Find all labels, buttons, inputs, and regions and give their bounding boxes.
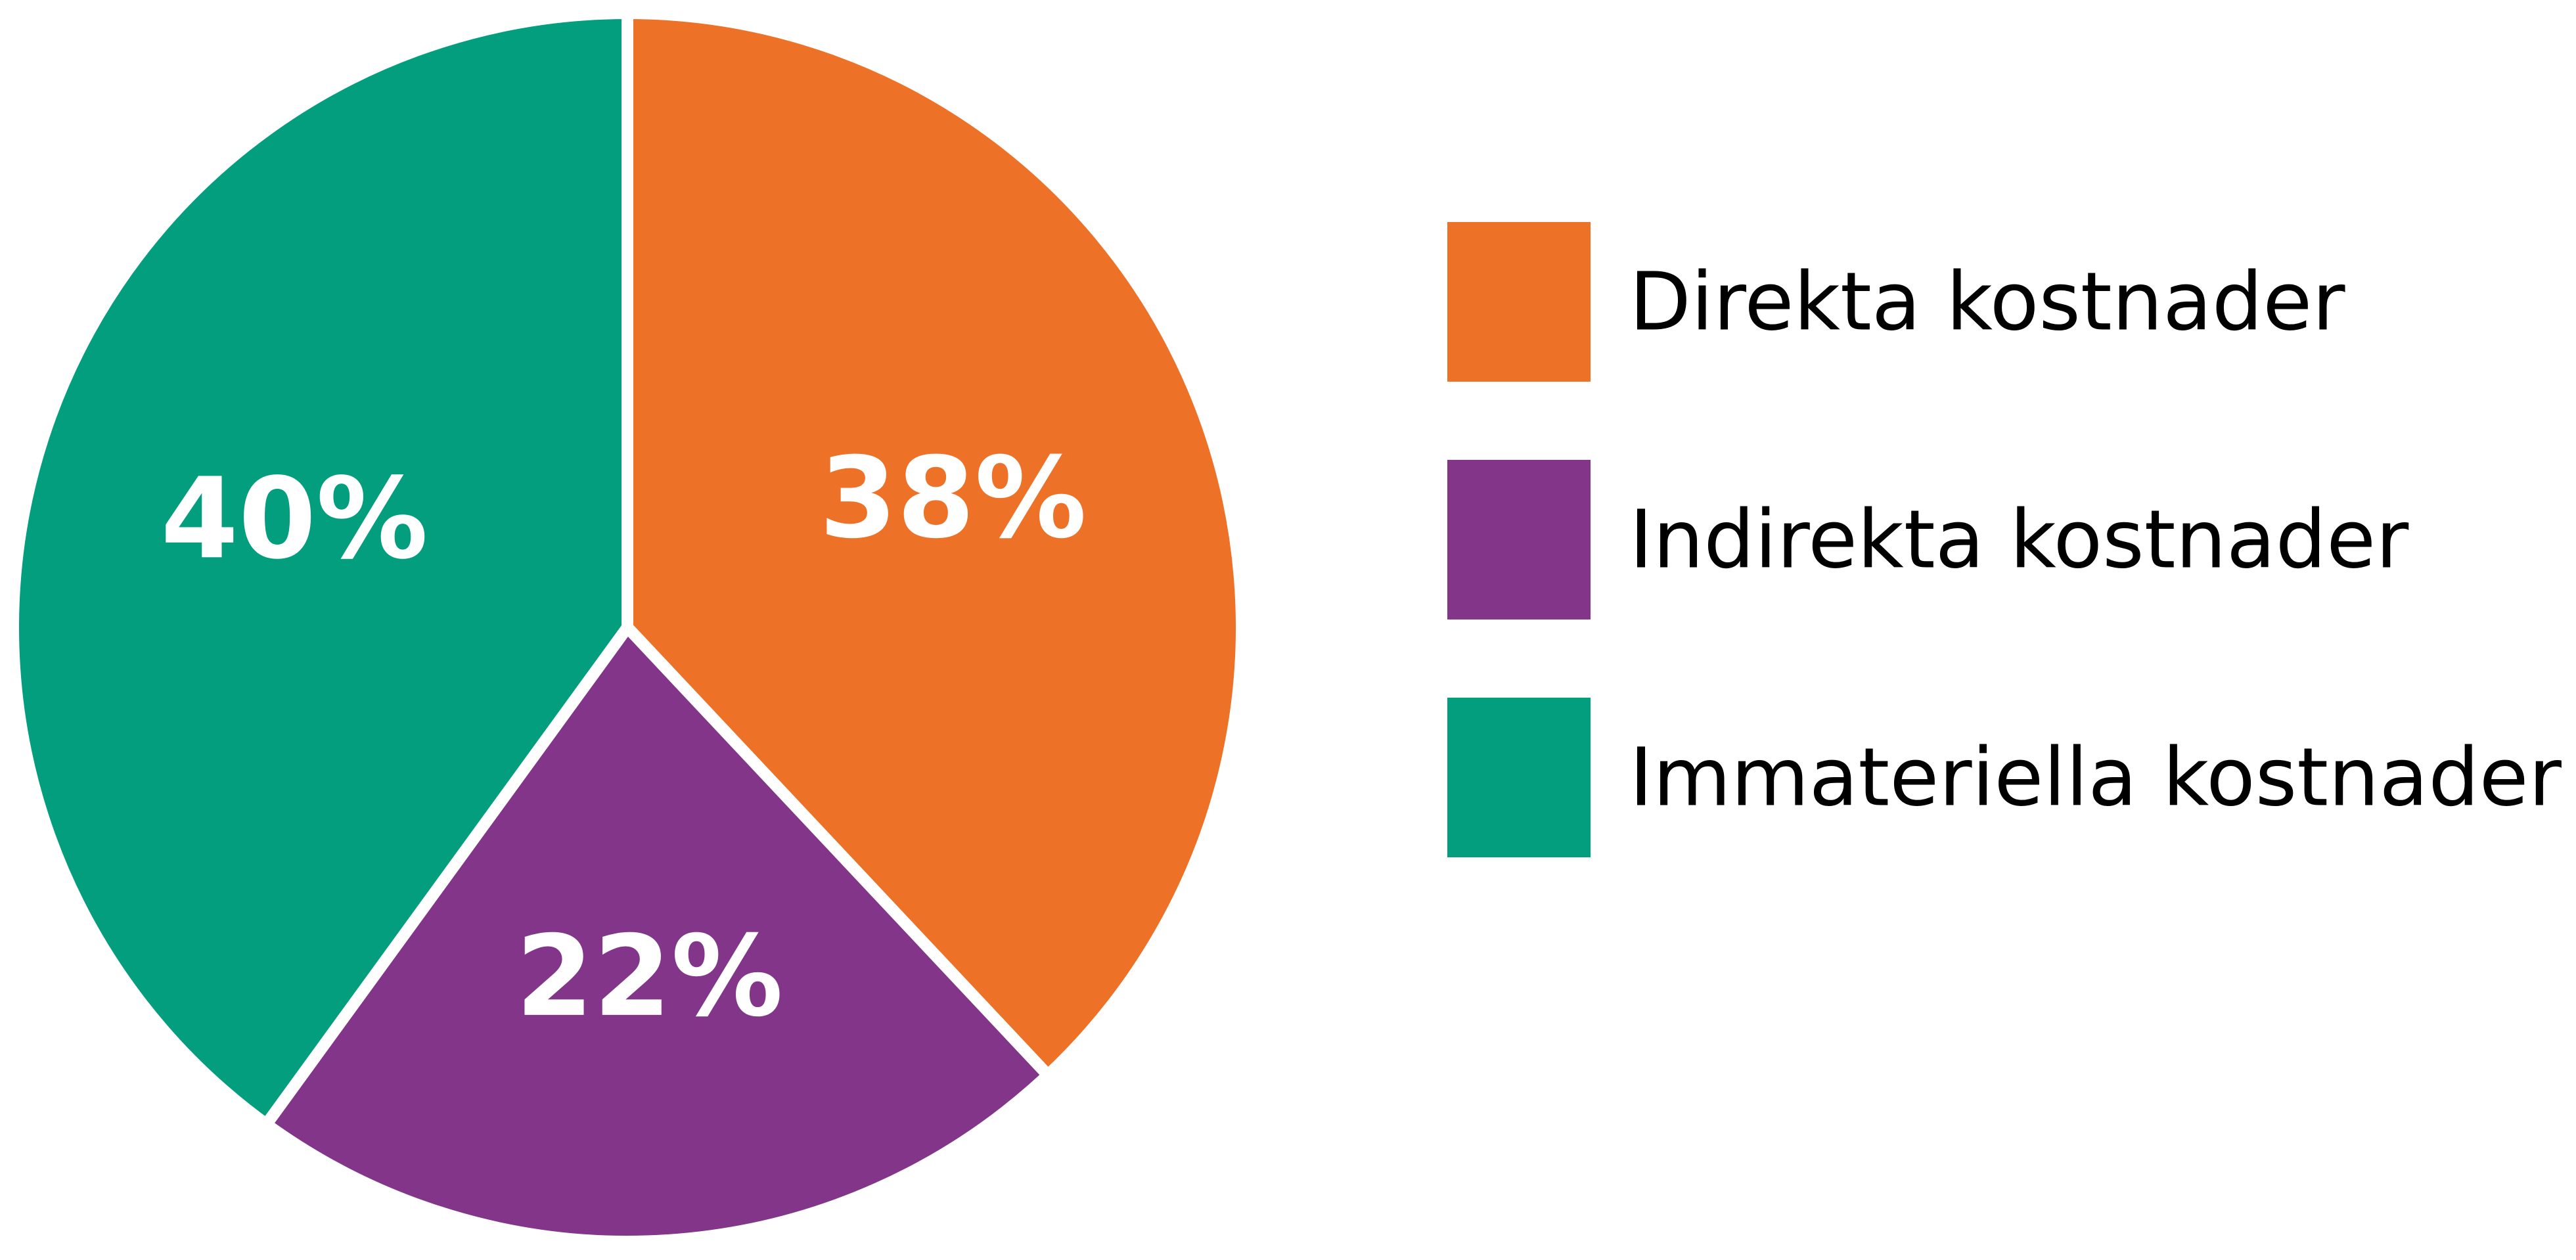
legend-label-indirekta-kostnader: Indirekta kostnader [1629, 493, 2409, 587]
legend-label-immateriella-kostnader: Immateriella kostnader [1629, 731, 2562, 824]
legend: Direkta kostnader Indirekta kostnader Imma… [1447, 222, 2562, 857]
legend-swatch-direkta-kostnader [1447, 222, 1591, 382]
pie-slice-label-direkta-kostnader: 38% [819, 434, 1087, 564]
pie-slice-label-immateriella-kostnader: 40% [161, 454, 428, 584]
pie-slice-labels: 38% 22% 40% [161, 434, 1087, 1042]
legend-item-direkta-kostnader: Direkta kostnader [1447, 222, 2345, 382]
legend-label-direkta-kostnader: Direkta kostnader [1629, 256, 2345, 349]
pie-slice-direkta-kostnader [621, 7, 1248, 1084]
pie-slice-indirekta-kostnader [258, 618, 1056, 1248]
pie-slice-immateriella-kostnader [7, 7, 633, 1133]
legend-swatch-immateriella-kostnader [1447, 698, 1591, 857]
legend-swatch-indirekta-kostnader [1447, 460, 1591, 619]
pie-slices [7, 7, 1248, 1248]
legend-item-indirekta-kostnader: Indirekta kostnader [1447, 460, 2409, 619]
pie-slice-label-indirekta-kostnader: 22% [516, 912, 783, 1042]
legend-item-immateriella-kostnader: Immateriella kostnader [1447, 698, 2562, 857]
